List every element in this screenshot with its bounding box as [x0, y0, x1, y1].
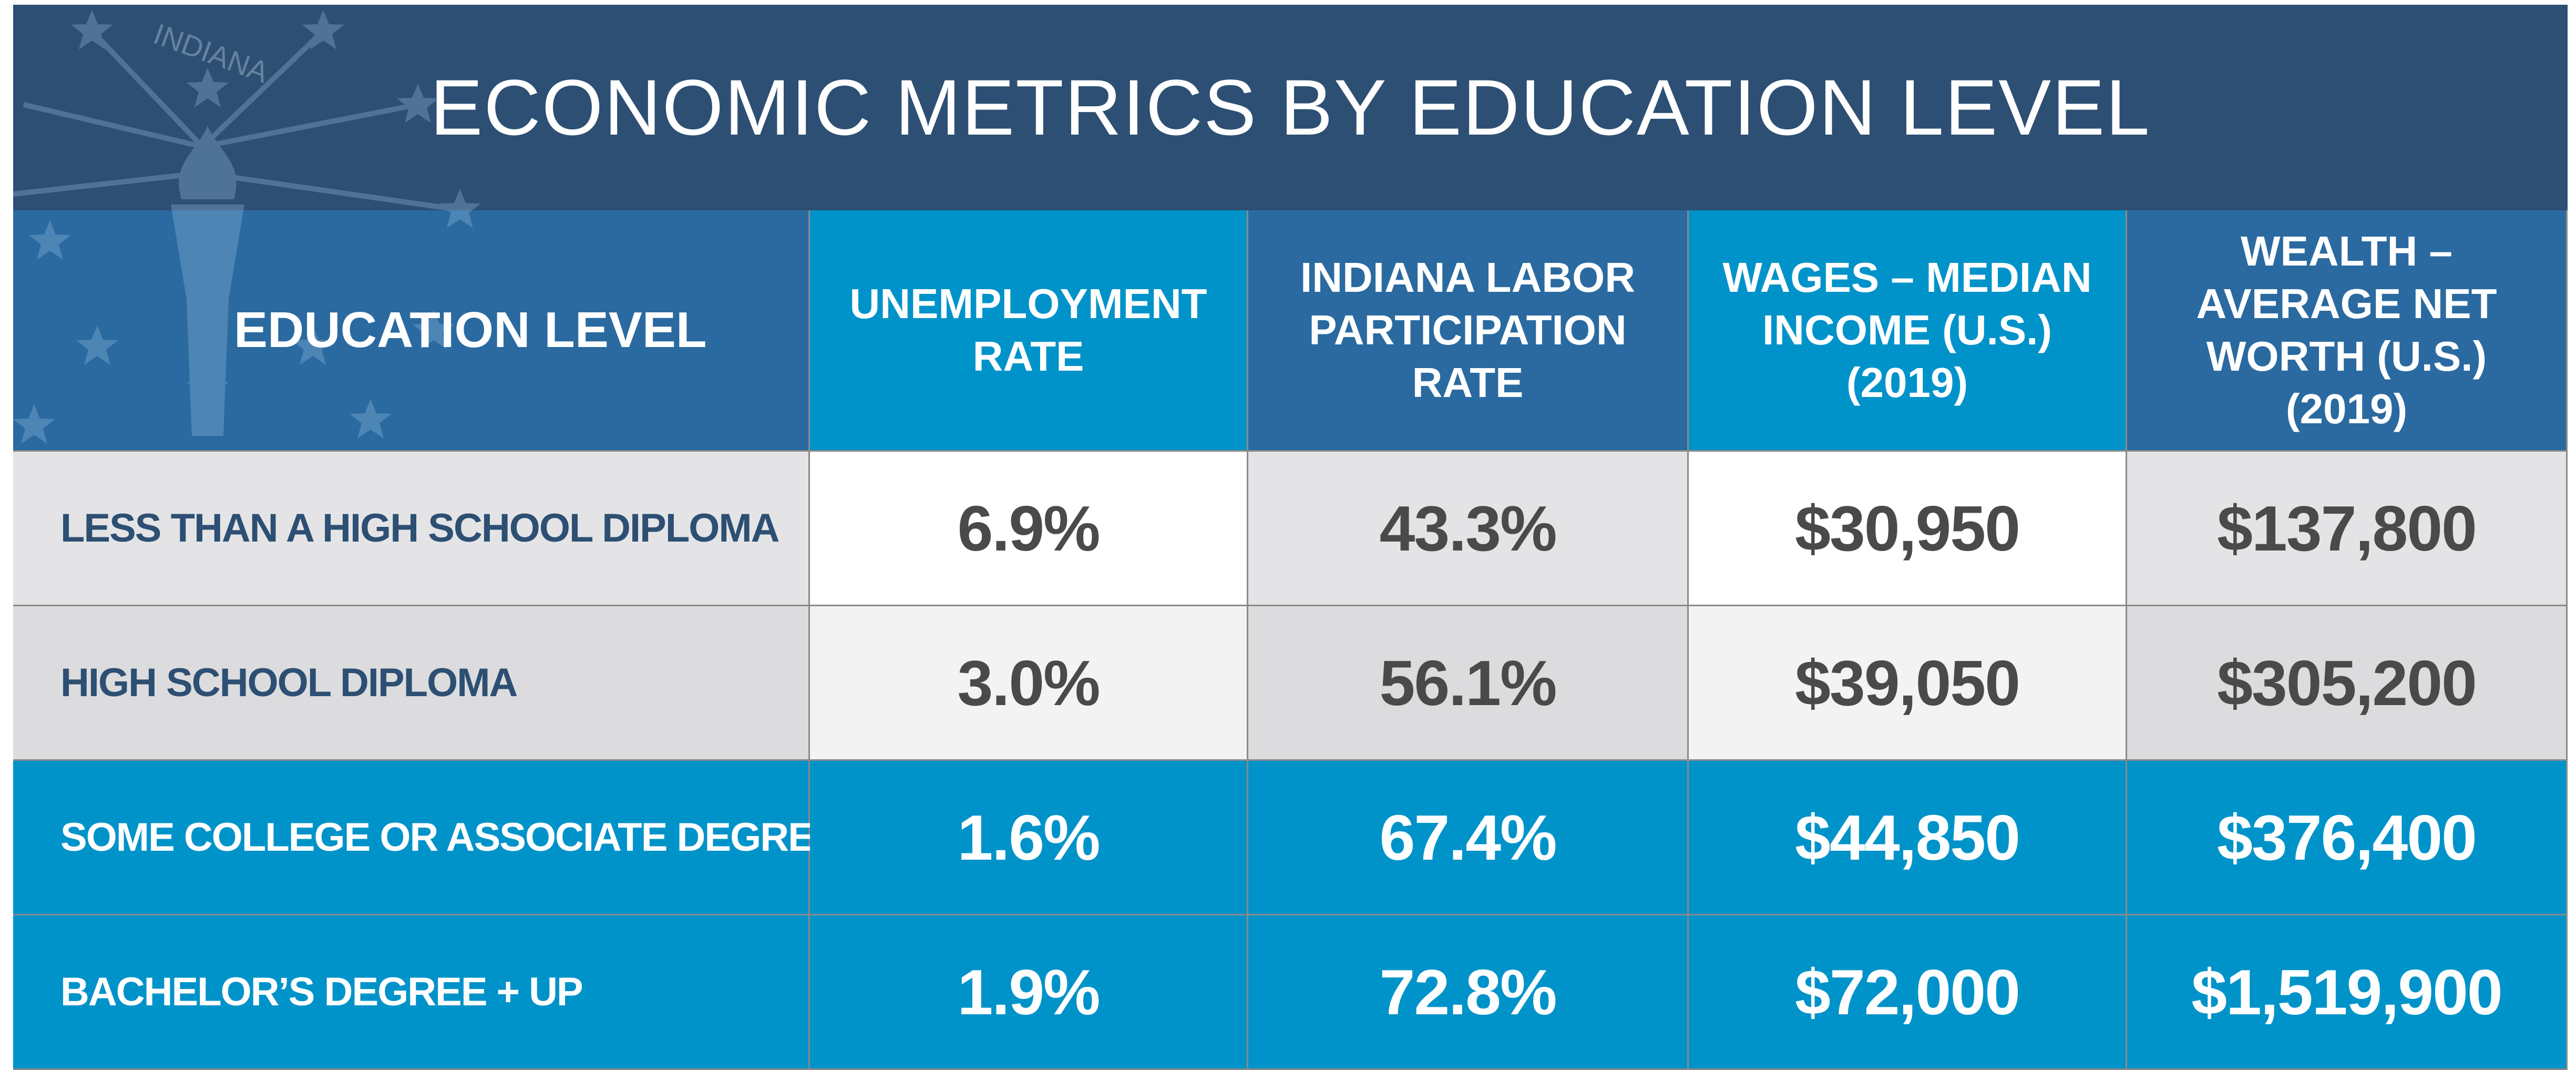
header-cell: EDUCATION LEVEL [13, 210, 810, 452]
value-cell: 67.4% [1248, 761, 1689, 915]
value-cell: 6.9% [810, 452, 1248, 606]
value-cell: $305,200 [2127, 606, 2568, 761]
value-cell: 72.8% [1248, 915, 1689, 1070]
value-cell: 43.3% [1248, 452, 1689, 606]
value-cell: 3.0% [810, 606, 1248, 761]
header-background [13, 210, 810, 452]
value-cell: 1.6% [810, 761, 1248, 915]
value-cell: 56.1% [1248, 606, 1689, 761]
value-cell: $30,950 [1689, 452, 2127, 606]
header-cell: UNEMPLOYMENT RATE [810, 210, 1248, 452]
header-cell: WEALTH – AVERAGE NET WORTH (U.S.) (2019) [2127, 210, 2568, 452]
value-cell: $137,800 [2127, 452, 2568, 606]
title-band [13, 5, 2568, 210]
value-cell: $44,850 [1689, 761, 2127, 915]
value-cell: 1.9% [810, 915, 1248, 1070]
title: ECONOMIC METRICS BY EDUCATION LEVEL [430, 63, 2151, 151]
value-cell: $39,050 [1689, 606, 2127, 761]
row-label: HIGH SCHOOL DIPLOMA [13, 606, 810, 761]
header-cell: INDIANA LABOR PARTICIPATION RATE [1248, 210, 1689, 452]
value-cell: $1,519,900 [2127, 915, 2568, 1070]
row-label: BACHELOR’S DEGREE + UP [13, 915, 810, 1070]
value-cell: $376,400 [2127, 761, 2568, 915]
row-label: SOME COLLEGE OR ASSOCIATE DEGREE [13, 761, 840, 915]
row-label: LESS THAN A HIGH SCHOOL DIPLOMA [13, 452, 810, 606]
header-cell: WAGES – MEDIAN INCOME (U.S.) (2019) [1689, 210, 2127, 452]
value-cell: $72,000 [1689, 915, 2127, 1070]
